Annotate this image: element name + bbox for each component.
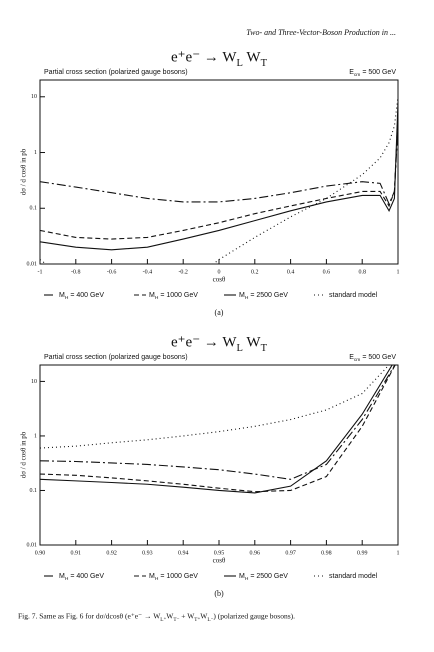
x-tick-label: 0.95 — [214, 550, 225, 556]
x-tick-label: -0.2 — [178, 269, 188, 275]
x-tick-label: 0.98 — [321, 550, 332, 556]
y-tick-label: 1 — [34, 150, 37, 156]
legend-label: MH = 1000 GeV — [149, 573, 198, 582]
figure-caption: Fig. 7. Same as Fig. 6 for dσ/dcosθ (e⁺e… — [18, 612, 295, 623]
y-tick-label: 0.1 — [30, 488, 38, 494]
x-tick-label: 0.92 — [106, 550, 117, 556]
panel-label: (a) — [215, 308, 224, 317]
x-tick-label: 1 — [397, 550, 400, 556]
x-tick-label: 0.94 — [178, 550, 189, 556]
y-tick-label: 0.1 — [30, 206, 38, 212]
panel-label: (b) — [214, 589, 224, 598]
x-tick-label: 0.96 — [250, 550, 261, 556]
x-tick-label: 0.93 — [142, 550, 153, 556]
chart-title: e⁺e⁻ → WL WT — [171, 49, 268, 68]
chart-subtitle: Partial cross section (polarized gauge b… — [44, 69, 188, 76]
x-axis-label: cosθ — [213, 557, 226, 565]
legend-label: MH = 2500 GeV — [239, 292, 288, 301]
energy-label: Ecm = 500 GeV — [349, 69, 396, 78]
chart-title: e⁺e⁻ → WL WT — [171, 334, 268, 353]
x-tick-label: 0 — [218, 269, 221, 275]
y-tick-label: 10 — [31, 379, 37, 385]
chart-subtitle: Partial cross section (polarized gauge b… — [44, 354, 188, 361]
legend-label: MH = 1000 GeV — [149, 292, 198, 301]
energy-label: Ecm = 500 GeV — [349, 354, 396, 363]
y-tick-label: 1 — [34, 433, 37, 439]
x-tick-label: 0.91 — [71, 550, 82, 556]
legend-label: MH = 2500 GeV — [239, 573, 288, 582]
y-axis-label: dσ / d cosθ in pb — [20, 431, 28, 478]
y-axis-label: dσ / d cosθ in pb — [20, 148, 28, 195]
legend-label: standard model — [329, 292, 378, 299]
running-header: Two- and Three-Vector-Boson Production i… — [246, 28, 396, 37]
x-tick-label: 0.99 — [357, 550, 368, 556]
legend-label: MH = 400 GeV — [59, 292, 104, 301]
x-tick-label: 0.2 — [251, 269, 259, 275]
series-line — [40, 365, 396, 493]
x-tick-label: -0.4 — [143, 269, 153, 275]
x-tick-label: -1 — [38, 269, 43, 275]
x-tick-label: 1 — [397, 269, 400, 275]
series-line — [40, 113, 398, 240]
x-tick-label: 0.6 — [323, 269, 331, 275]
x-tick-label: 0.90 — [35, 550, 46, 556]
x-tick-label: 0.4 — [287, 269, 295, 275]
legend-label: standard model — [329, 573, 378, 580]
series-line — [40, 125, 398, 206]
y-tick-label: 0.01 — [27, 261, 38, 267]
x-tick-label: -0.8 — [71, 269, 81, 275]
plot-frame — [39, 79, 399, 265]
series-line — [40, 102, 398, 251]
series-line — [40, 365, 396, 480]
x-axis-label: cosθ — [213, 276, 226, 284]
series-line — [40, 365, 393, 494]
x-tick-label: 0.97 — [285, 550, 296, 556]
y-tick-label: 0.01 — [27, 542, 38, 548]
legend-label: MH = 400 GeV — [59, 573, 104, 582]
y-tick-label: 10 — [31, 94, 37, 100]
series-line — [40, 365, 390, 449]
plot-frame — [39, 364, 399, 546]
x-tick-label: -0.6 — [107, 269, 117, 275]
x-tick-label: 0.8 — [358, 269, 366, 275]
